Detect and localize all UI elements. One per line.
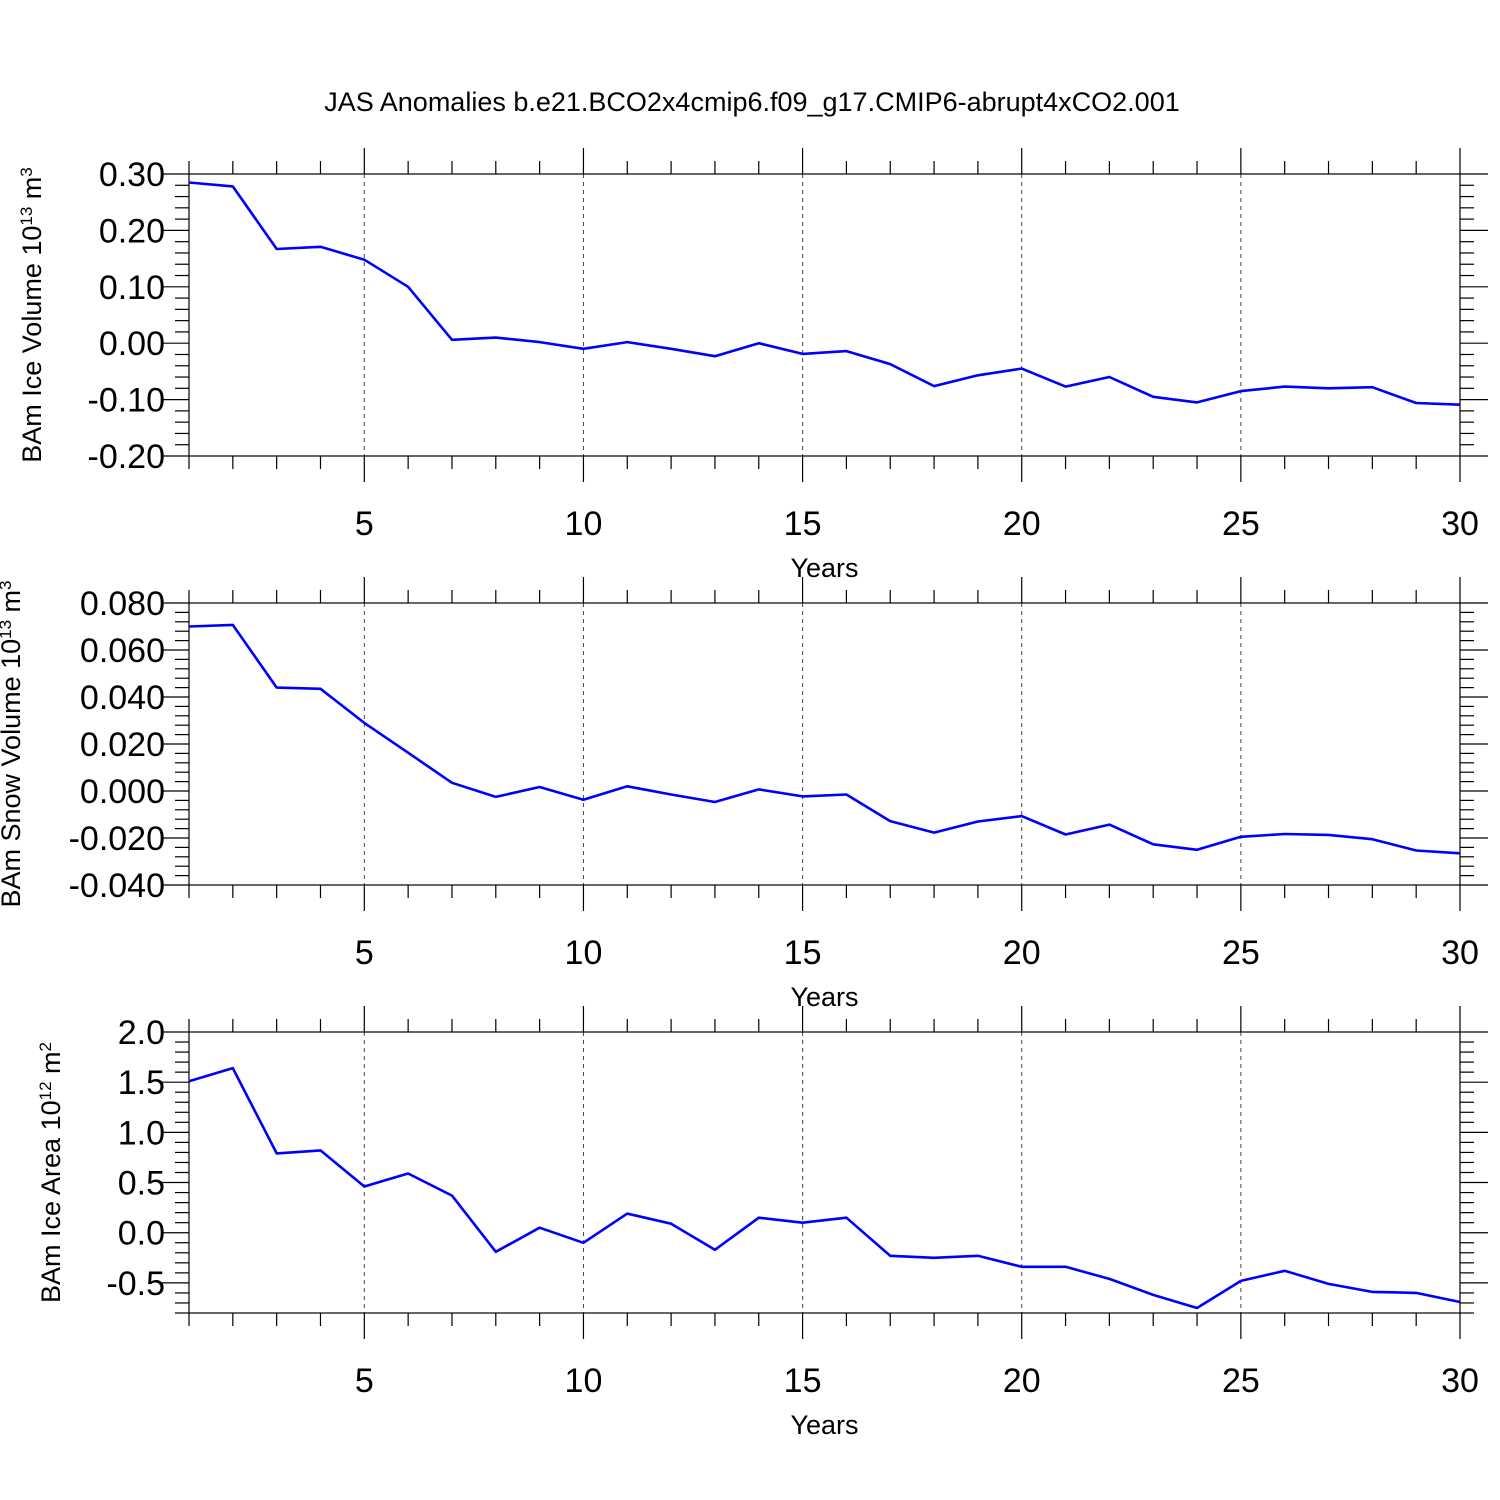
y-tick-label: 0.080 <box>80 585 165 623</box>
y-tick-label: 0.000 <box>80 773 165 811</box>
y-tick-label: -0.20 <box>88 438 166 476</box>
y-tick-label: -0.040 <box>69 867 165 905</box>
ylabel-unit: m <box>0 590 26 620</box>
y-tick-label: 1.0 <box>118 1114 165 1152</box>
x-ticks <box>188 1006 1461 1339</box>
panels: 5 10 15 20 25 30-0.20-0.100.000.100.200.30Yea… <box>0 148 1488 1440</box>
y-ticks <box>161 1031 1488 1314</box>
ylabel-main: BAm Snow Volume 10 <box>0 639 26 908</box>
x-tick-label: 30 <box>1441 505 1479 543</box>
series-line <box>188 181 1461 406</box>
x-tick-label: 20 <box>1003 934 1041 972</box>
x-axis-label: Years <box>790 553 858 583</box>
x-tick-label: 25 <box>1222 1362 1260 1400</box>
y-ticks <box>161 602 1488 886</box>
y-axis-label: BAm Ice Area 1012 m2 <box>36 1042 67 1303</box>
y-tick-label: 0.5 <box>118 1165 165 1203</box>
y-tick-label: 0.060 <box>80 632 165 670</box>
y-ticks <box>161 173 1488 457</box>
y-tick-label: 0.040 <box>80 679 165 717</box>
x-tick-label: 25 <box>1222 934 1260 972</box>
y-tick-label: 0.20 <box>99 212 165 250</box>
y-tick-label: 0.30 <box>99 156 165 194</box>
y-axis-label: BAm Ice Volume 1013 m3 <box>17 167 48 463</box>
x-tick-label: 30 <box>1441 1362 1479 1400</box>
y-tick-label: 1.5 <box>118 1064 165 1102</box>
ylabel-main: BAm Ice Area 10 <box>36 1100 66 1303</box>
plot-frame <box>188 602 1461 886</box>
figure-title: JAS Anomalies b.e21.BCO2x4cmip6.f09_g17.… <box>324 87 1179 117</box>
x-axis-label: Years <box>790 982 858 1012</box>
ylabel-unit: m <box>17 177 47 207</box>
x-tick-label: 30 <box>1441 934 1479 972</box>
x-tick-label: 20 <box>1003 505 1041 543</box>
ylabel-unit: m <box>36 1051 66 1081</box>
x-tick-label: 5 <box>355 1362 374 1400</box>
x-tick-label: 15 <box>784 1362 822 1400</box>
y-tick-label: 0.020 <box>80 726 165 764</box>
panel-2: 5 10 15 20 25 30 -0.040 -0.020 0.000 0.020 0.040 0.… <box>0 577 1488 1012</box>
y-tick-label: 0.0 <box>118 1215 165 1253</box>
y-tick-label: -0.10 <box>88 382 166 420</box>
ylabel-unit-exponent: 3 <box>0 580 15 589</box>
y-tick-label: -0.5 <box>106 1265 165 1303</box>
ylabel-unit-exponent: 2 <box>36 1042 55 1051</box>
x-ticks <box>188 577 1461 911</box>
y-tick-label: 2.0 <box>118 1014 165 1052</box>
panel-3: 5 10 15 20 25 30 -0.5 0.0 0.5 1.0 1.5 2.0 Years BAm I… <box>36 1006 1488 1440</box>
x-tick-label: 5 <box>355 505 374 543</box>
x-tick-label: 15 <box>784 934 822 972</box>
x-tick-label: 15 <box>784 505 822 543</box>
x-ticks <box>188 148 1461 482</box>
ylabel-unit-exponent: 3 <box>17 167 36 176</box>
x-tick-label: 5 <box>355 934 374 972</box>
x-tick-label: 20 <box>1003 1362 1041 1400</box>
x-tick-label: 10 <box>565 934 603 972</box>
x-tick-label: 25 <box>1222 505 1260 543</box>
x-tick-label: 10 <box>565 505 603 543</box>
ylabel-exponent: 13 <box>0 620 15 639</box>
series-line <box>188 1066 1461 1310</box>
y-tick-label: 0.10 <box>99 269 165 307</box>
ylabel-exponent: 13 <box>17 207 36 226</box>
y-tick-label: 0.00 <box>99 325 165 363</box>
ylabel-exponent: 12 <box>36 1081 55 1100</box>
panel-1: 5 10 15 20 25 30 -0.20 -0.10 0.00 0.10 0.20 0.30 Yea… <box>17 148 1488 583</box>
y-tick-label: -0.020 <box>69 820 165 858</box>
x-tick-label: 10 <box>565 1362 603 1400</box>
plot-frame <box>188 173 1461 457</box>
x-axis-label: Years <box>790 1410 858 1440</box>
plot-frame <box>188 1031 1461 1314</box>
series-line <box>188 623 1461 855</box>
ylabel-main: BAm Ice Volume 10 <box>17 226 47 463</box>
y-axis-label: BAm Snow Volume 1013 m3 <box>0 580 26 907</box>
